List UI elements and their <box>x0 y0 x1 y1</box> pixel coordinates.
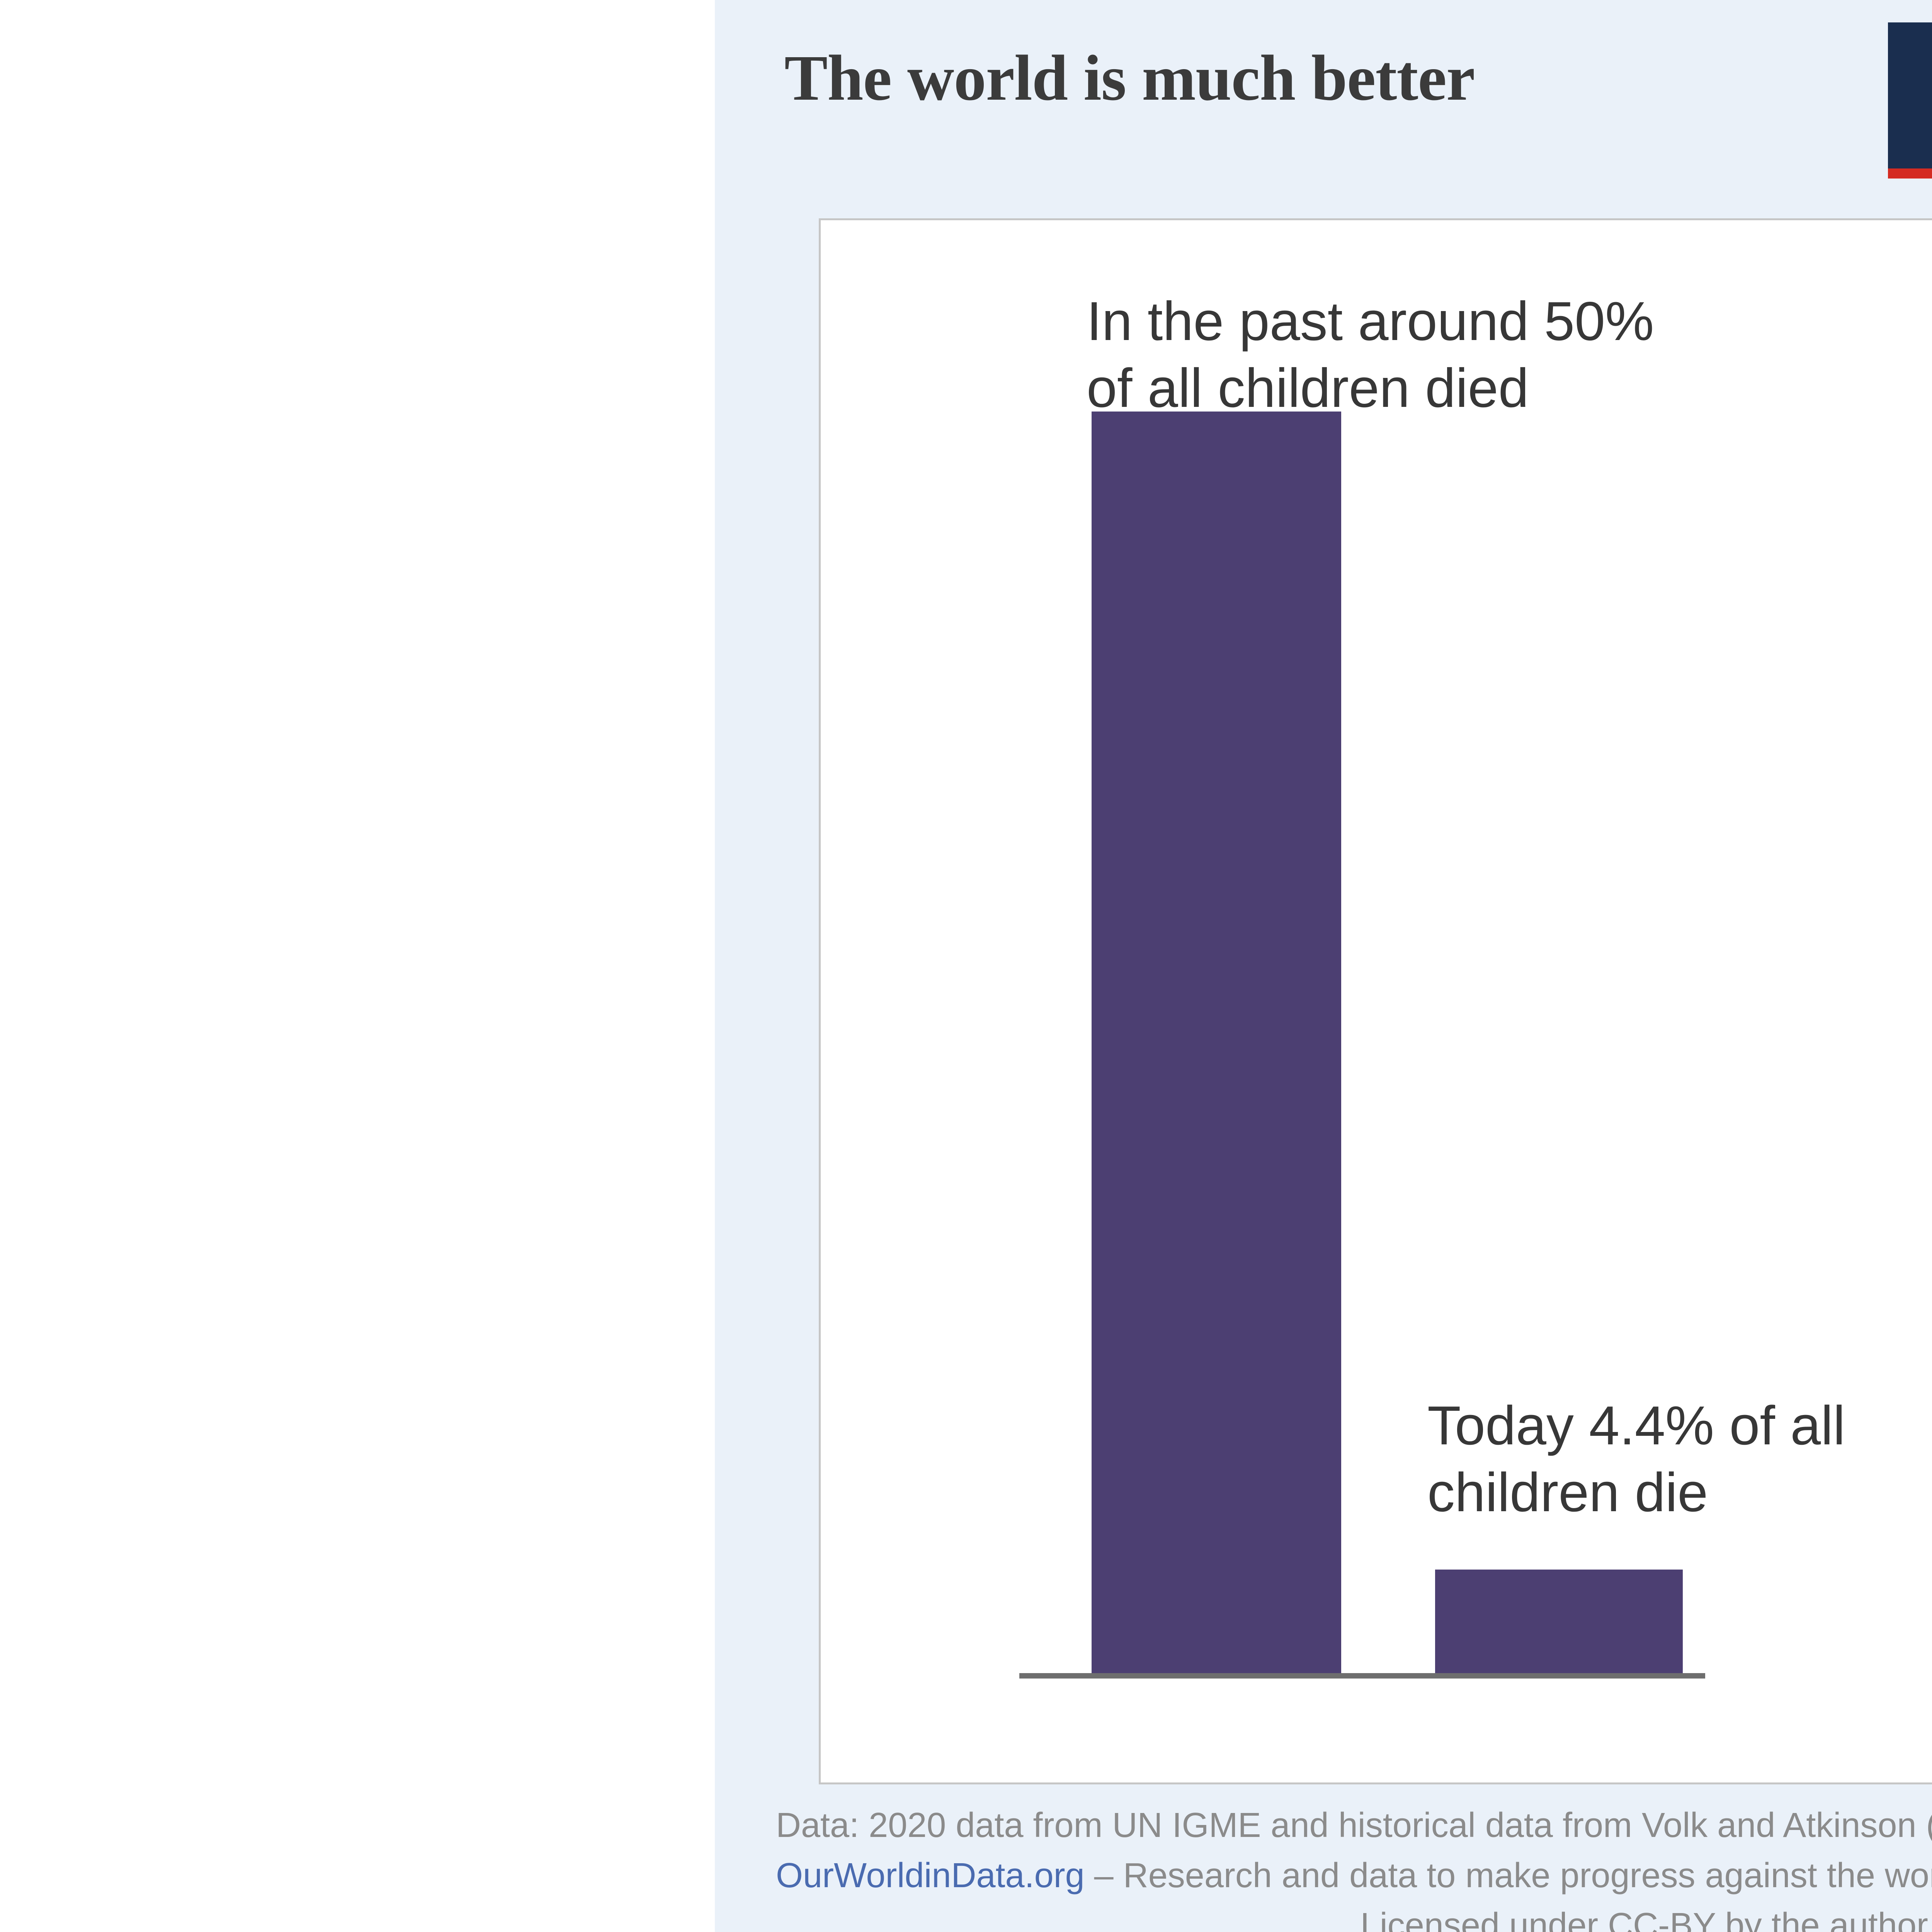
our-world-in-data-logo[interactable]: Our World in Data <box>1888 22 1932 179</box>
chart-card: The world is much better Our World in Da… <box>715 0 1932 1932</box>
chart-footer: Data: 2020 data from UN IGME and histori… <box>776 1801 1932 1932</box>
chart-plot-area: In the past around 50% of all children d… <box>819 218 1932 1784</box>
annotation-today-label: Today 4.4% of all children die <box>1427 1395 1845 1524</box>
footer-link-tail: – Research and data to make progress aga… <box>1094 1856 1932 1895</box>
x-axis-baseline <box>1019 1673 1705 1679</box>
logo-red-rule <box>1888 168 1932 179</box>
ourworldindata-link[interactable]: OurWorldinData.org <box>776 1856 1085 1895</box>
footer-link-line: OurWorldinData.org – Research and data t… <box>776 1851 1932 1901</box>
bar-today[interactable] <box>1435 1570 1683 1673</box>
footer-license: Licensed under CC-BY by the author Max R… <box>1360 1906 1932 1932</box>
annotation-past-label: In the past around 50% of all children d… <box>1087 291 1654 419</box>
bar-past[interactable] <box>1092 412 1341 1673</box>
footer-data-source: Data: 2020 data from UN IGME and histori… <box>776 1806 1932 1845</box>
page-title: The world is much better <box>784 42 1475 114</box>
